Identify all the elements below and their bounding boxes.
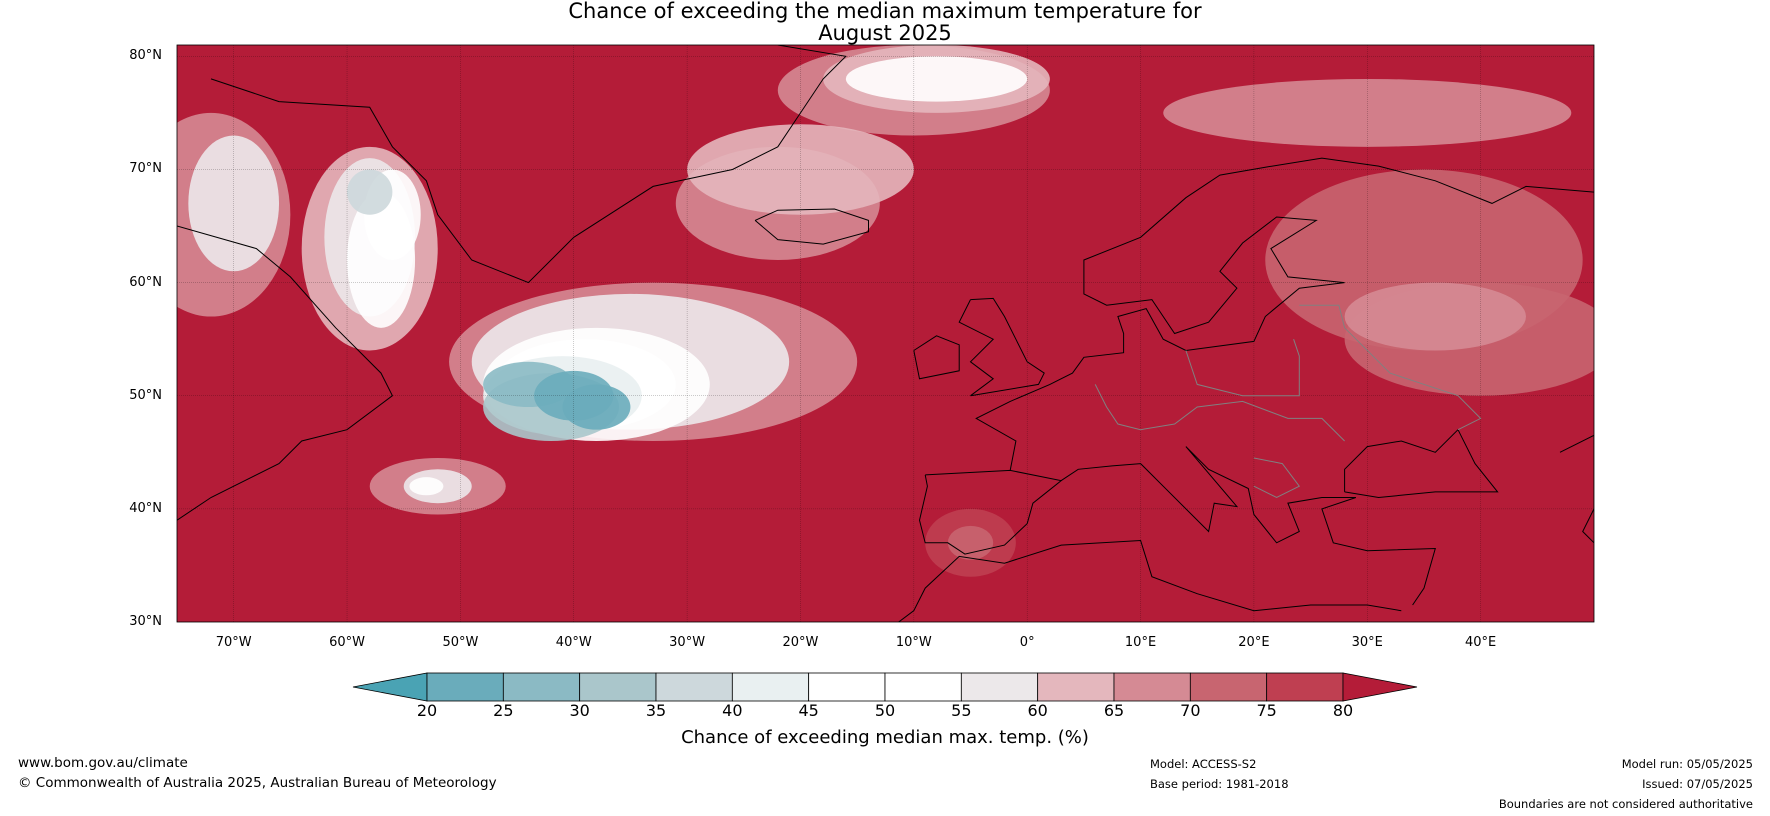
latitude-label: 40°N (129, 500, 162, 516)
iceland-coast (754, 208, 869, 245)
chart-title-line-1: Chance of exceeding the median maximum t… (568, 0, 1202, 23)
coastlines (177, 45, 1594, 622)
colorbar-low-arrow (352, 672, 428, 702)
colorbar (352, 672, 1418, 702)
colorbar-label: Chance of exceeding median max. temp. (%… (681, 727, 1089, 748)
colorbar-segment (579, 672, 657, 702)
probability-region (1344, 282, 1526, 351)
chart-title-line-2: August 2025 (818, 21, 952, 45)
probability-region (845, 56, 1028, 102)
colorbar-segment (808, 672, 886, 702)
mediterranean-north-coast (1060, 446, 1436, 606)
country-border (1299, 304, 1482, 431)
colorbar-segment (502, 672, 581, 702)
probability-region (347, 169, 393, 215)
colorbar-tick-label: 50 (874, 701, 896, 720)
colorbar-tick-label: 60 (1027, 701, 1048, 720)
probability-region (947, 525, 994, 560)
latitude-label: 50°N (129, 387, 162, 403)
north-america-coast (177, 225, 394, 521)
longitude-label: 30°W (669, 635, 706, 650)
footer-copyright: © Commonwealth of Australia 2025, Austra… (18, 775, 497, 791)
latitude-label: 30°N (129, 614, 162, 629)
footer-disclaimer: Boundaries are not considered authoritat… (1498, 797, 1753, 811)
country-border (1185, 339, 1300, 397)
colorbar-tick-label: 70 (1180, 701, 1201, 720)
longitude-label: 30°E (1351, 635, 1383, 650)
colorbar-high-arrow (1342, 672, 1418, 702)
footer-model-run: Model run: 05/05/2025 (1621, 757, 1753, 771)
colorbar-segment (1113, 672, 1191, 702)
probability-region (1163, 78, 1572, 147)
colorbar-segment (960, 672, 1039, 702)
probability-field (177, 45, 1594, 577)
map-area (177, 45, 1594, 622)
colorbar-tick-label: 75 (1256, 701, 1277, 720)
colorbar-segment (426, 672, 504, 702)
footer-base-period: Base period: 1981-2018 (1150, 777, 1289, 791)
footer-url: www.bom.gov.au/climate (18, 755, 188, 771)
colorbar-tick-label: 35 (645, 701, 667, 720)
longitude-label: 0° (1019, 635, 1035, 650)
british-isles-coast (958, 297, 1045, 397)
colorbar-segment (1266, 672, 1344, 702)
colorbar-segment (1189, 672, 1268, 702)
colorbar-segment (1037, 672, 1115, 702)
colorbar-tick-label: 80 (1332, 701, 1354, 720)
africa-coast (897, 539, 1402, 622)
latitude-label: 60°N (129, 274, 162, 290)
latitude-label: 70°N (129, 161, 162, 177)
colorbar-tick-label: 65 (1103, 701, 1125, 720)
colorbar-segment (884, 672, 962, 702)
longitude-label: 10°E (1124, 635, 1157, 650)
country-border (1253, 457, 1301, 499)
colorbar-segment (731, 672, 810, 702)
longitude-label: 40°E (1464, 635, 1497, 650)
ireland-coast (913, 335, 960, 380)
colorbar-tick-label: 30 (569, 701, 590, 720)
colorbar-tick-label: 45 (798, 701, 819, 720)
longitude-label: 20°W (782, 635, 819, 650)
europe-coast (975, 157, 1594, 471)
longitude-label: 10°W (895, 635, 932, 650)
longitude-label: 70°W (215, 635, 252, 650)
iberia-coast (918, 469, 1063, 555)
colorbar-tick-label: 55 (951, 701, 972, 720)
probability-region (409, 477, 444, 496)
colorbar-tick-label: 20 (416, 701, 438, 720)
longitude-label: 20°E (1238, 635, 1270, 650)
longitude-label: 50°W (442, 635, 479, 650)
caspian-coast (1559, 434, 1594, 544)
latitude-label: 80°N (129, 48, 162, 64)
greenland-coast (210, 45, 847, 284)
graticule (177, 45, 1594, 622)
colorbar-segment (655, 672, 733, 702)
footer-model: Model: ACCESS-S2 (1150, 757, 1257, 771)
country-border (1094, 384, 1345, 442)
colorbar-tick-label: 25 (493, 701, 514, 720)
footer-issued: Issued: 07/05/2025 (1642, 777, 1753, 791)
colorbar-tick-label: 40 (722, 701, 743, 720)
longitude-label: 60°W (329, 635, 365, 650)
longitude-label: 40°W (555, 635, 592, 650)
map-frame (176, 44, 1595, 623)
